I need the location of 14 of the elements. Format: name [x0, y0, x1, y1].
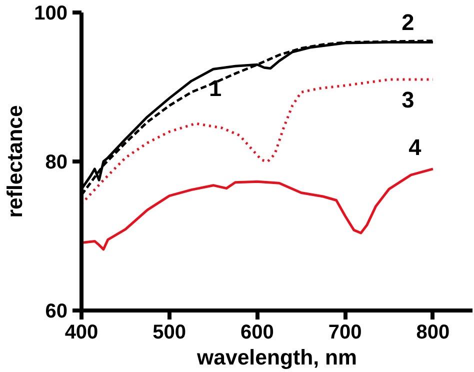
y-tick-label: 100 — [34, 2, 68, 24]
x-tick-label: 800 — [416, 322, 450, 344]
y-tick-label: 80 — [45, 152, 68, 174]
line-series — [82, 168, 434, 251]
series-label: 3 — [402, 86, 414, 113]
series-label: 2 — [402, 8, 414, 35]
x-axis-title: wavelength, nm — [196, 346, 358, 370]
y-tick-label: 60 — [45, 300, 68, 322]
x-tick-label: 600 — [240, 322, 274, 344]
x-tick-label: 500 — [152, 322, 186, 344]
series-label: 4 — [408, 134, 422, 160]
x-tick-label: 700 — [328, 322, 362, 344]
y-axis-title: reflectance — [3, 105, 28, 218]
x-tick-label: 400 — [64, 322, 98, 344]
